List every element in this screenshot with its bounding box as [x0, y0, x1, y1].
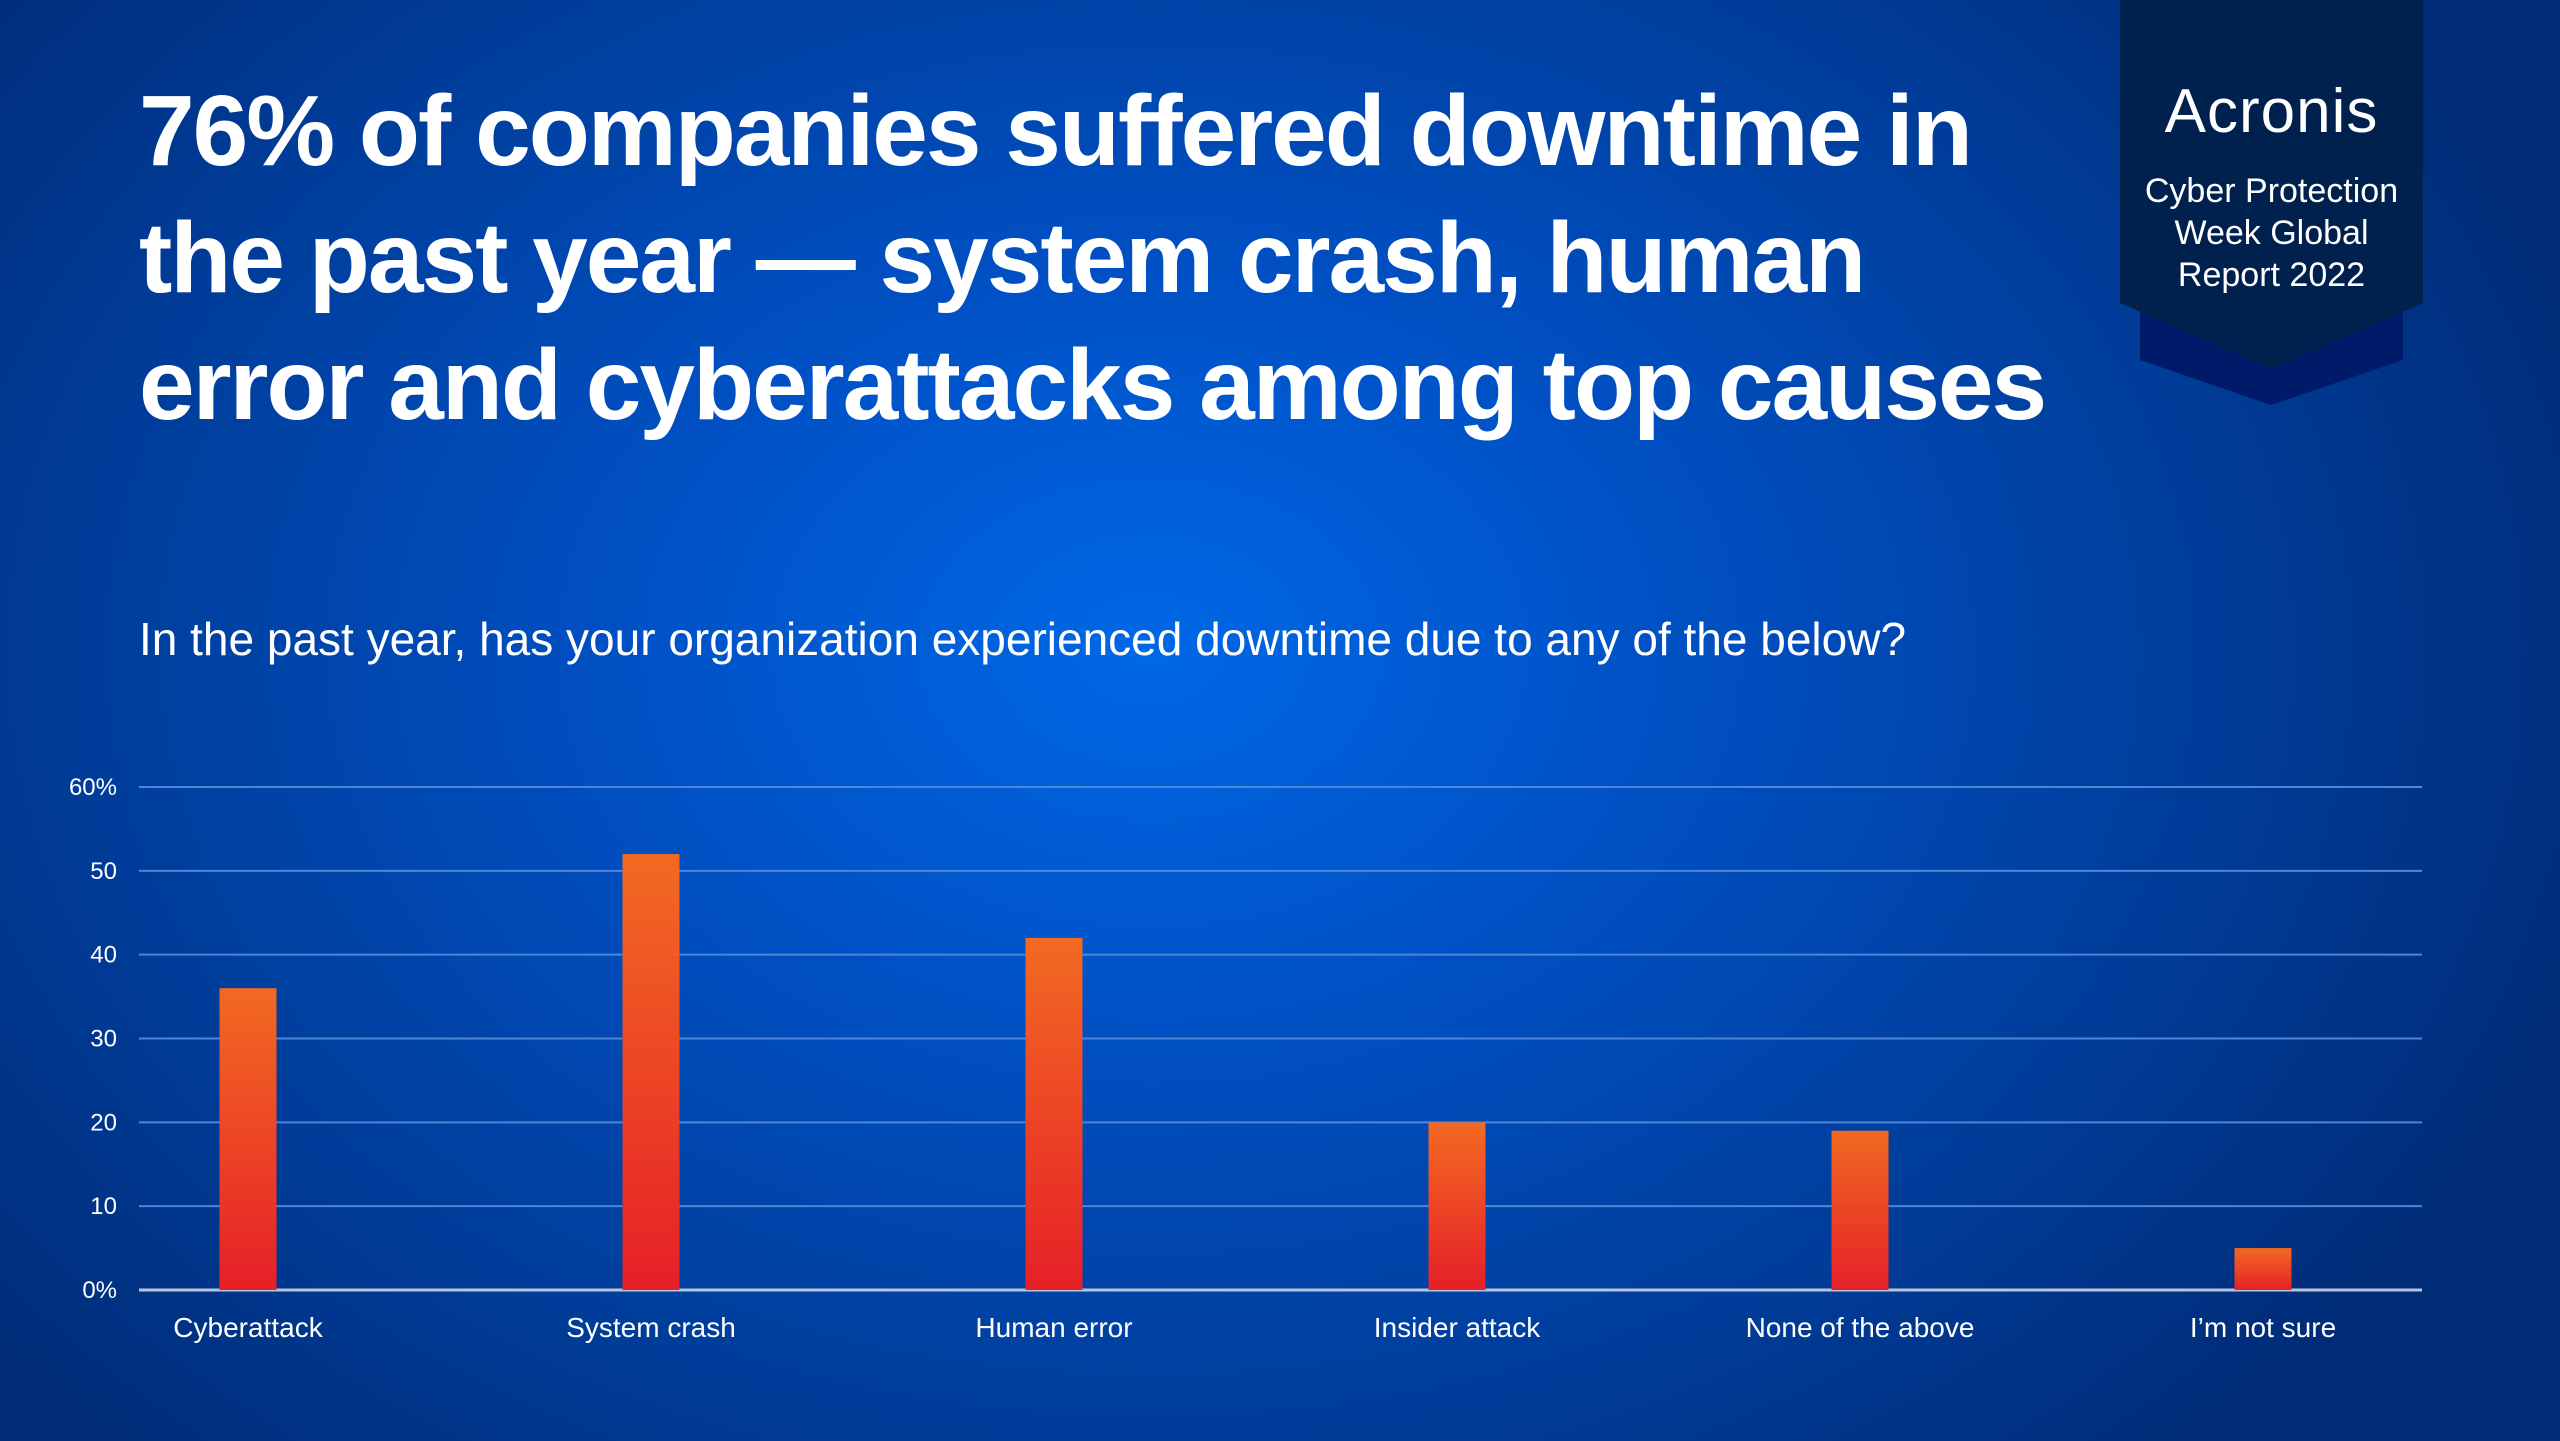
bar-cyberattack [219, 988, 277, 1290]
bar-none-of-the-above [1831, 1130, 1889, 1290]
x-category-label: None of the above [1746, 1312, 1975, 1343]
report-badge: Acronis Cyber Protection Week Global Rep… [2120, 0, 2423, 405]
x-category-label: Human error [975, 1312, 1132, 1343]
report-line: Cyber Protection [2144, 172, 2399, 210]
bar-insider-attack [1428, 1122, 1486, 1290]
y-tick-label: 50 [90, 858, 117, 885]
headline: 76% of companies suffered downtime in th… [139, 75, 2047, 441]
x-category-label: System crash [566, 1312, 736, 1343]
x-category-label: Cyberattack [173, 1312, 323, 1343]
chart-question: In the past year, has your organization … [139, 613, 1907, 665]
report-line: Week Global [2174, 214, 2369, 252]
report-line: Report 2022 [2177, 256, 2366, 294]
y-tick-label: 10 [90, 1193, 117, 1220]
y-tick-label: 30 [90, 1026, 117, 1053]
x-category-label: Insider attack [1374, 1312, 1542, 1343]
badge-ribbon-shape [2120, 0, 2423, 405]
y-tick-label: 60% [69, 774, 117, 801]
acronis-logo: Acronis [2164, 77, 2379, 146]
x-category-label: I’m not sure [2190, 1312, 2336, 1343]
bar-human-error [1025, 937, 1083, 1290]
bar-system-crash [622, 854, 680, 1290]
y-tick-label: 0% [82, 1277, 117, 1304]
y-tick-label: 40 [90, 942, 117, 969]
bar-i-m-not-sure [2234, 1248, 2292, 1290]
y-tick-label: 20 [90, 1109, 117, 1136]
report-name: Cyber Protection Week Global Report 2022 [2120, 170, 2423, 296]
